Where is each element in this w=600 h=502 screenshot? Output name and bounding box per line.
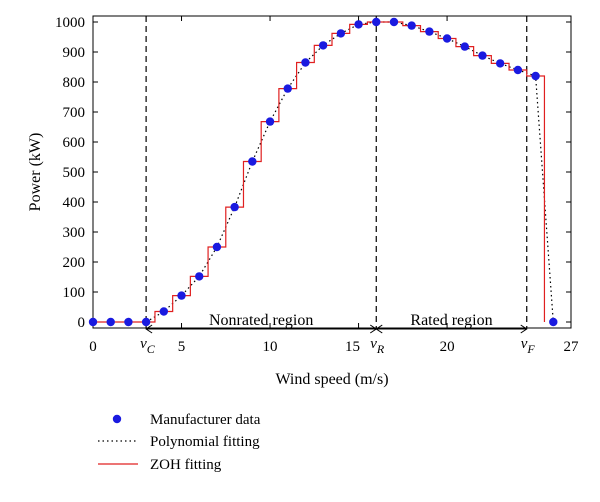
data-point <box>124 317 133 327</box>
data-point <box>248 157 257 166</box>
data-point <box>318 41 328 50</box>
data-point <box>159 307 169 316</box>
y-tick-label: 1000 <box>55 15 85 31</box>
data-point <box>195 272 204 281</box>
vertical-line-label-f: νF <box>521 336 536 356</box>
data-point <box>212 242 222 252</box>
data-point <box>495 59 505 68</box>
y-tick-label: 900 <box>63 45 86 61</box>
series-zoh-fitting-line <box>93 21 546 323</box>
data-point <box>372 17 381 27</box>
data-point <box>177 291 186 300</box>
y-tick-label: 400 <box>63 195 86 211</box>
y-tick-label: 600 <box>63 135 86 151</box>
legend-item-2-label: Polynomial fitting <box>150 434 260 450</box>
data-point <box>283 84 292 93</box>
data-point <box>442 34 452 43</box>
legend-item-3-label: ZOH fitting <box>150 457 222 473</box>
data-point <box>531 71 540 81</box>
x-tick-label: 15 <box>345 339 360 355</box>
region-2-label: Rated region <box>410 312 492 329</box>
legend: Manufacturer data Polynomial fitting ZOH f… <box>98 412 261 473</box>
data-point <box>230 202 239 212</box>
x-tick-label: 10 <box>263 339 278 355</box>
data-point <box>336 29 346 38</box>
region-1-arrow-head-left <box>145 324 153 334</box>
vertical-line-label-c: νC <box>140 336 156 356</box>
vertical-line-label-r: νR <box>370 336 385 356</box>
x-tick-label: 5 <box>178 339 186 355</box>
data-point <box>460 42 469 51</box>
data-point <box>478 51 487 60</box>
data-point <box>265 117 275 126</box>
y-tick-label: 0 <box>78 315 86 331</box>
data-point <box>88 317 98 327</box>
legend-item-1-label: Manufacturer data <box>150 412 261 428</box>
y-tick-label: 300 <box>63 225 86 241</box>
y-tick-label: 500 <box>63 165 86 181</box>
y-tick-label: 200 <box>63 255 86 271</box>
y-axis-label: Power (kW) <box>27 133 44 212</box>
data-point <box>141 317 151 327</box>
region-2-arrow-head-right <box>520 324 528 334</box>
data-point <box>389 17 399 27</box>
x-tick-label: 27 <box>564 339 580 355</box>
x-tick-label: 0 <box>89 339 97 355</box>
x-axis-label: Wind speed (m/s) <box>275 371 388 388</box>
legend-item-1-marker <box>112 414 122 424</box>
x-tick-label: 20 <box>440 339 455 355</box>
data-point <box>354 20 363 29</box>
y-tick-label: 700 <box>63 105 86 121</box>
data-point <box>301 58 310 67</box>
region-2-arrow-head-left <box>375 324 383 334</box>
plot-area: 0 5 10 15 20 27 0 100 200 300 400 500 600 700 800 900 10… <box>27 15 579 388</box>
data-point <box>106 317 115 327</box>
data-point <box>513 65 523 75</box>
data-point <box>549 317 558 327</box>
data-point <box>407 21 416 30</box>
y-tick-label: 800 <box>63 75 86 91</box>
y-tick-label: 100 <box>63 285 86 301</box>
region-1-label: Nonrated region <box>209 312 313 329</box>
data-point <box>425 27 434 36</box>
